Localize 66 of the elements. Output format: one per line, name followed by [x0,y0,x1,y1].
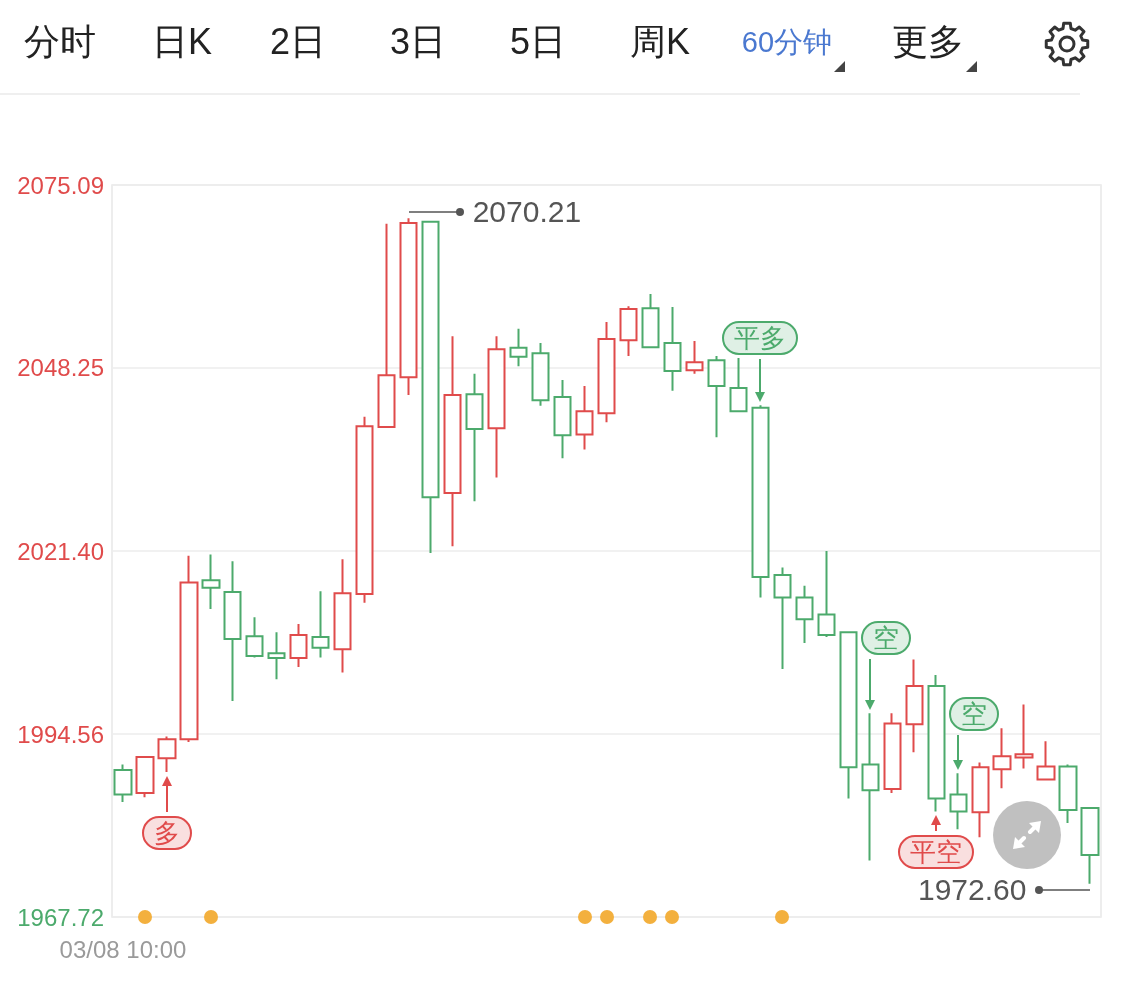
candlestick [223,560,242,703]
candlestick [927,674,946,813]
x-tick-label: 03/08 10:00 [59,935,187,963]
candlestick [311,590,330,659]
candlestick [883,712,902,795]
text: 更多 [892,20,964,64]
candlestick [861,712,880,862]
text: 分时 [24,20,96,64]
candlestick [157,735,177,773]
candlestick [685,340,704,375]
annotation: 1972.60 [918,872,1027,907]
candlestick [443,335,462,548]
text: 2日 [269,20,327,64]
candlestick [465,372,484,503]
candlestick [1036,740,1056,781]
candlestick [355,415,374,604]
candlestick [333,558,352,674]
annotation: 多 [141,815,192,850]
annotation: 空 [949,697,1000,732]
candlestick [487,335,506,479]
candlestick [113,763,133,803]
text: 5日 [509,20,567,64]
candlestick [1014,703,1034,770]
text: 日K [151,20,213,64]
candlestick [135,755,155,799]
annotation: 平多 [722,321,799,356]
annotation: 2070.21 [472,195,582,230]
candlestick [729,357,748,413]
candlestick [289,622,308,668]
candlestick [619,305,638,358]
candlestick [377,222,396,429]
text: 60分钟 [741,25,833,60]
candlestick [179,554,199,743]
candlestick [421,220,440,555]
candlestick [839,630,858,800]
candlestick [971,761,990,839]
candlestick [531,342,550,407]
candlestick [201,553,221,610]
candlestick [509,327,528,368]
candlestick [795,584,814,645]
candlestick [905,658,924,754]
candlestick [641,293,660,349]
candlestick [1058,763,1078,825]
candlestick [553,378,572,460]
y-tick-label: 2048.25 [17,354,104,382]
annotation: 平空 [898,835,975,870]
y-tick-label: 1967.72 [17,903,104,931]
candlestick [949,772,968,831]
y-tick-label: 2021.40 [17,537,104,565]
candlestick [751,404,770,599]
candlestick [1080,807,1100,885]
candlestick [575,385,594,451]
candlestick [773,566,792,670]
text: 周K [629,20,691,64]
y-tick-label: 2075.09 [17,171,104,199]
text: 3日 [389,20,447,64]
candlestick [267,631,286,681]
candlestick [663,305,682,392]
candlestick [399,217,418,396]
candlestick [992,727,1012,790]
candlestick [707,355,726,439]
candlestick [245,616,264,659]
candlestick [597,320,616,424]
annotation: 空 [861,621,912,656]
y-tick-label: 1994.56 [17,720,104,748]
candlestick [817,550,836,638]
